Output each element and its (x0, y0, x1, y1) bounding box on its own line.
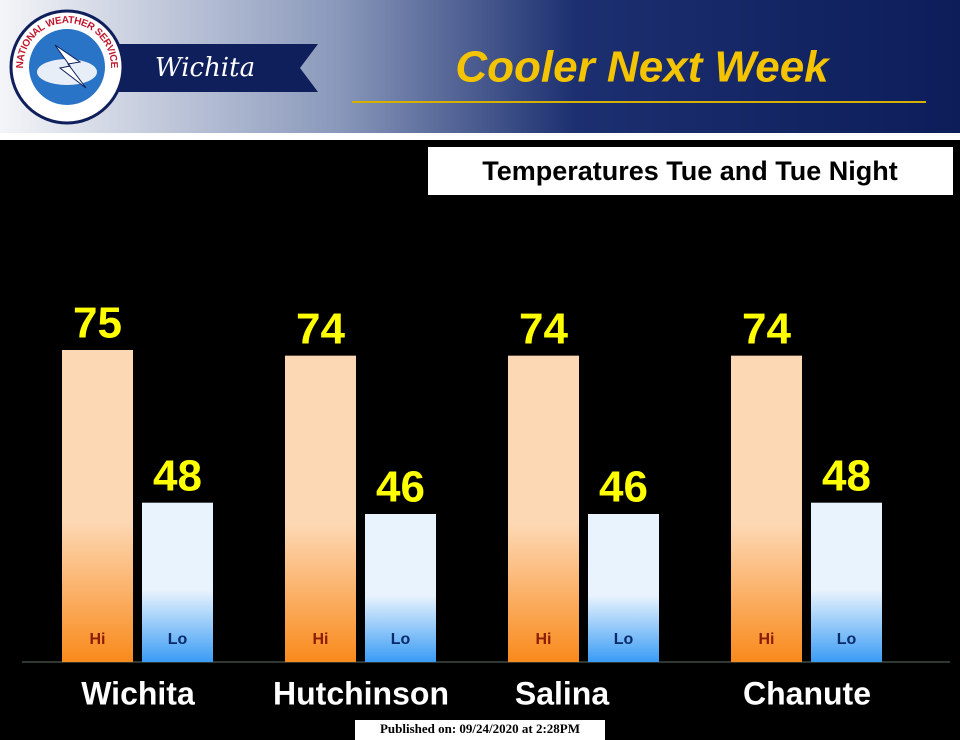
office-name: Wichita (155, 53, 255, 83)
category-label: Chanute (743, 675, 871, 711)
value-label: 75 (73, 299, 122, 348)
value-label: 48 (822, 451, 871, 500)
page-title: Cooler Next Week (455, 43, 831, 92)
header-stripe (0, 133, 960, 140)
logo-bolt (54, 44, 87, 89)
bar (508, 355, 579, 662)
series-label: Lo (168, 631, 188, 648)
series-label: Hi (90, 631, 106, 648)
subtitle-box (428, 147, 953, 195)
category-label: Hutchinson (273, 675, 449, 711)
footer: Published on: 09/24/2020 at 2:28PM (380, 721, 580, 736)
series-label: Lo (614, 631, 634, 648)
chart-subtitle: Temperatures Tue and Tue Night (482, 156, 898, 186)
category-label: Wichita (81, 675, 195, 711)
bar (285, 355, 356, 662)
footer-box (355, 720, 605, 740)
bar (142, 502, 213, 662)
category-label: Salina (515, 675, 609, 711)
bar (588, 514, 659, 662)
value-label: 74 (296, 304, 345, 353)
value-label: 74 (742, 304, 791, 353)
series-label: Hi (313, 631, 329, 648)
bar (62, 350, 133, 662)
bar (811, 502, 882, 662)
series-label: Hi (759, 631, 775, 648)
series-label: Lo (391, 631, 411, 648)
value-label: 48 (153, 451, 202, 500)
value-label: 46 (599, 463, 648, 512)
bar (731, 355, 802, 662)
office-banner (100, 44, 318, 92)
bar (365, 514, 436, 662)
value-label: 46 (376, 463, 425, 512)
series-label: Lo (837, 631, 857, 648)
series-label: Hi (536, 631, 552, 648)
value-label: 74 (519, 304, 568, 353)
